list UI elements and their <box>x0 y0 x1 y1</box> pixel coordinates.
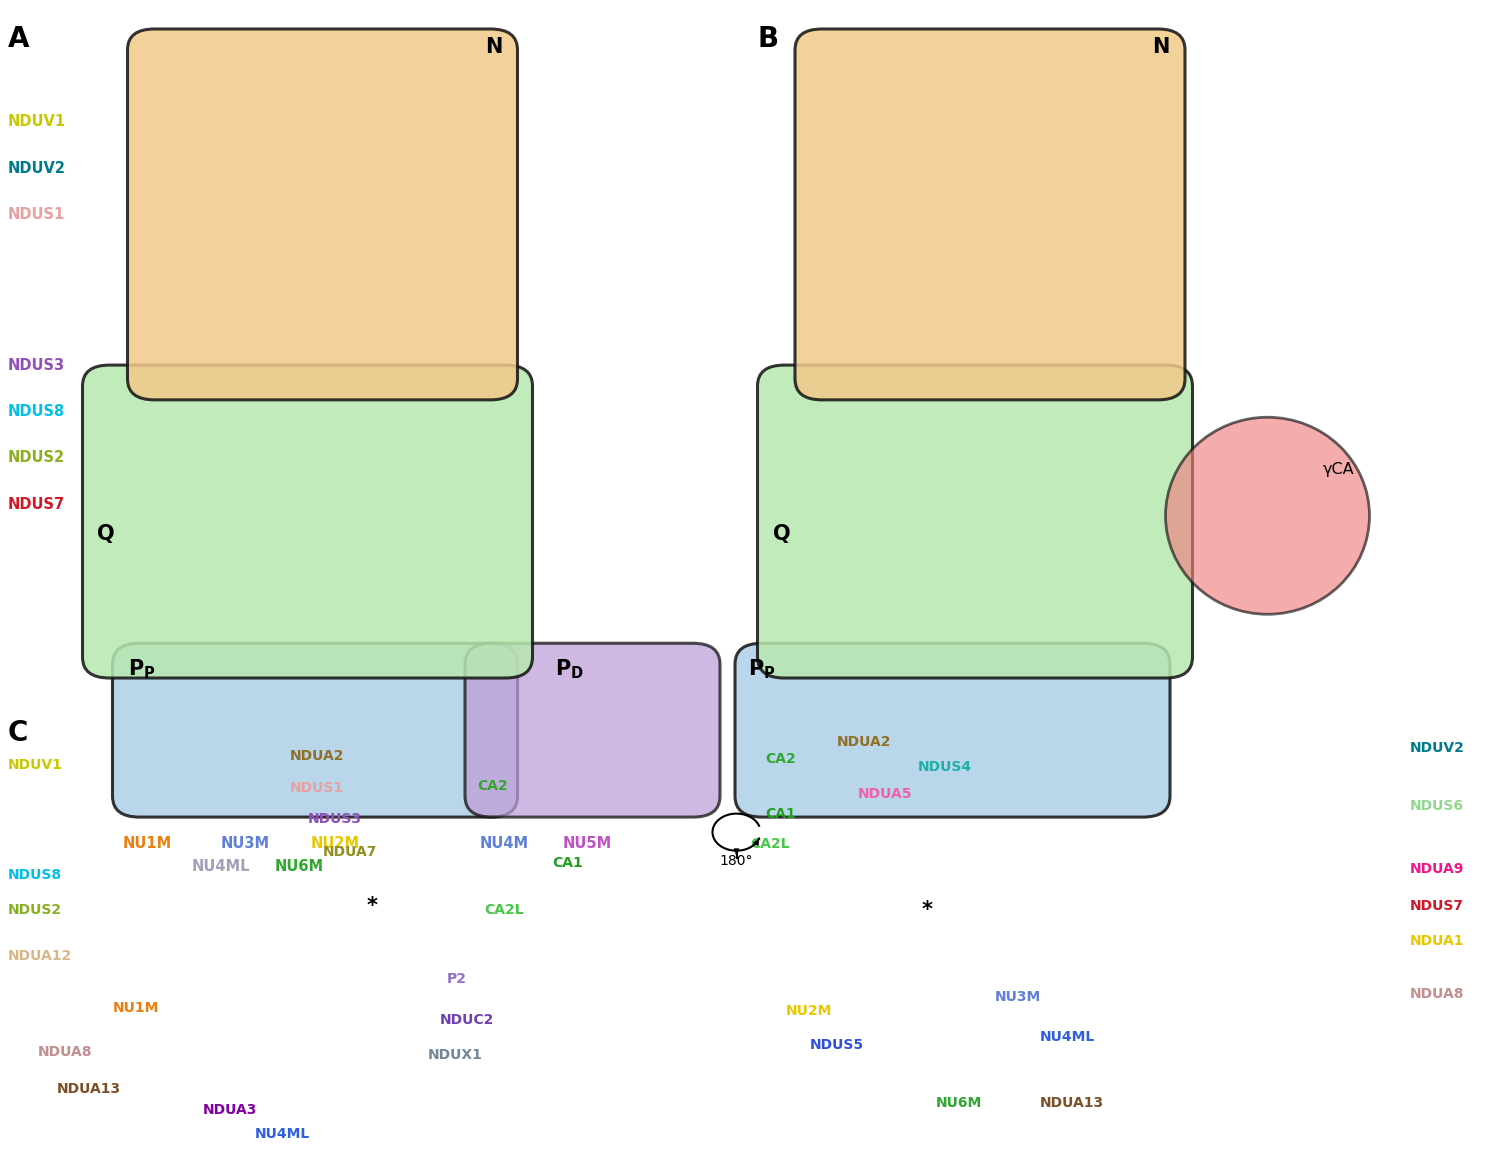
Text: CA2L: CA2L <box>750 837 789 851</box>
Text: P2: P2 <box>447 972 466 986</box>
Text: N: N <box>1152 37 1170 57</box>
Text: *: * <box>921 899 933 920</box>
Text: NDUA8: NDUA8 <box>38 1045 92 1059</box>
Text: NDUS2: NDUS2 <box>8 903 62 917</box>
Text: NU6M: NU6M <box>936 1096 982 1110</box>
Text: NDUV2: NDUV2 <box>1410 741 1466 755</box>
Text: NDUA9: NDUA9 <box>1410 862 1464 876</box>
Text: NDUA3: NDUA3 <box>202 1103 256 1117</box>
Text: NDUV2: NDUV2 <box>8 161 66 175</box>
Text: NDUS4: NDUS4 <box>918 760 972 774</box>
Text: *: * <box>366 896 378 917</box>
Ellipse shape <box>1166 417 1370 614</box>
FancyBboxPatch shape <box>82 365 532 678</box>
Text: NDUS8: NDUS8 <box>8 868 62 882</box>
Text: NDUA12: NDUA12 <box>8 949 72 963</box>
Text: NU3M: NU3M <box>994 990 1041 1004</box>
Text: NU1M: NU1M <box>123 837 172 851</box>
Text: NDUS2: NDUS2 <box>8 451 64 465</box>
Text: CA1: CA1 <box>552 857 582 870</box>
Text: NDUS5: NDUS5 <box>810 1038 864 1052</box>
FancyBboxPatch shape <box>128 29 518 400</box>
Text: NDUA2: NDUA2 <box>290 749 344 763</box>
Text: NDUA2: NDUA2 <box>837 735 891 749</box>
Text: NDUS7: NDUS7 <box>1410 899 1464 913</box>
Text: NDUA13: NDUA13 <box>57 1083 122 1096</box>
Text: γCA: γCA <box>1323 462 1354 476</box>
Text: $\mathregular{P_P}$: $\mathregular{P_P}$ <box>748 657 776 680</box>
FancyBboxPatch shape <box>465 643 720 817</box>
Text: CA2: CA2 <box>477 779 507 793</box>
Text: CA2L: CA2L <box>484 903 524 917</box>
Text: NU2M: NU2M <box>310 837 360 851</box>
Text: Q: Q <box>98 524 116 544</box>
Text: NU4M: NU4M <box>480 837 530 851</box>
Text: NDUA7: NDUA7 <box>322 845 376 859</box>
Text: B: B <box>758 25 778 53</box>
Text: NU4ML: NU4ML <box>255 1127 310 1140</box>
Text: NDUV1: NDUV1 <box>8 758 63 772</box>
Text: NDUS1: NDUS1 <box>290 781 344 795</box>
Text: Q: Q <box>772 524 790 544</box>
Text: NDUS3: NDUS3 <box>8 358 64 372</box>
Text: CA2: CA2 <box>765 752 795 766</box>
Text: NDUC2: NDUC2 <box>440 1013 494 1027</box>
FancyBboxPatch shape <box>795 29 1185 400</box>
Text: $\mathregular{P_D}$: $\mathregular{P_D}$ <box>555 657 584 680</box>
Text: NDUV1: NDUV1 <box>8 115 66 129</box>
Text: $\mathregular{P_P}$: $\mathregular{P_P}$ <box>128 657 154 680</box>
Text: NU1M: NU1M <box>112 1001 159 1015</box>
Text: NDUA1: NDUA1 <box>1410 934 1464 948</box>
Text: NDUS7: NDUS7 <box>8 497 64 511</box>
Text: NU3M: NU3M <box>220 837 270 851</box>
Text: NDUX1: NDUX1 <box>427 1048 483 1062</box>
Text: NDUA13: NDUA13 <box>1040 1096 1104 1110</box>
Text: NDUA8: NDUA8 <box>1410 987 1464 1001</box>
Text: NU5M: NU5M <box>562 837 612 851</box>
Text: NU4ML: NU4ML <box>1040 1030 1095 1044</box>
FancyBboxPatch shape <box>112 643 518 817</box>
Text: CA1: CA1 <box>765 807 795 821</box>
Text: NDUS1: NDUS1 <box>8 207 64 221</box>
Text: 180°: 180° <box>720 854 753 868</box>
FancyBboxPatch shape <box>758 365 1192 678</box>
Text: NU2M: NU2M <box>786 1004 832 1018</box>
Text: C: C <box>8 719 28 746</box>
Text: NDUS6: NDUS6 <box>1410 799 1464 812</box>
Text: N: N <box>484 37 502 57</box>
Text: A: A <box>8 25 28 53</box>
Text: NU6M: NU6M <box>274 860 324 874</box>
Text: NU4ML: NU4ML <box>192 860 250 874</box>
Text: NDUS3: NDUS3 <box>308 812 362 826</box>
FancyBboxPatch shape <box>735 643 1170 817</box>
Text: NDUA5: NDUA5 <box>858 787 912 801</box>
Text: NDUS8: NDUS8 <box>8 404 64 418</box>
